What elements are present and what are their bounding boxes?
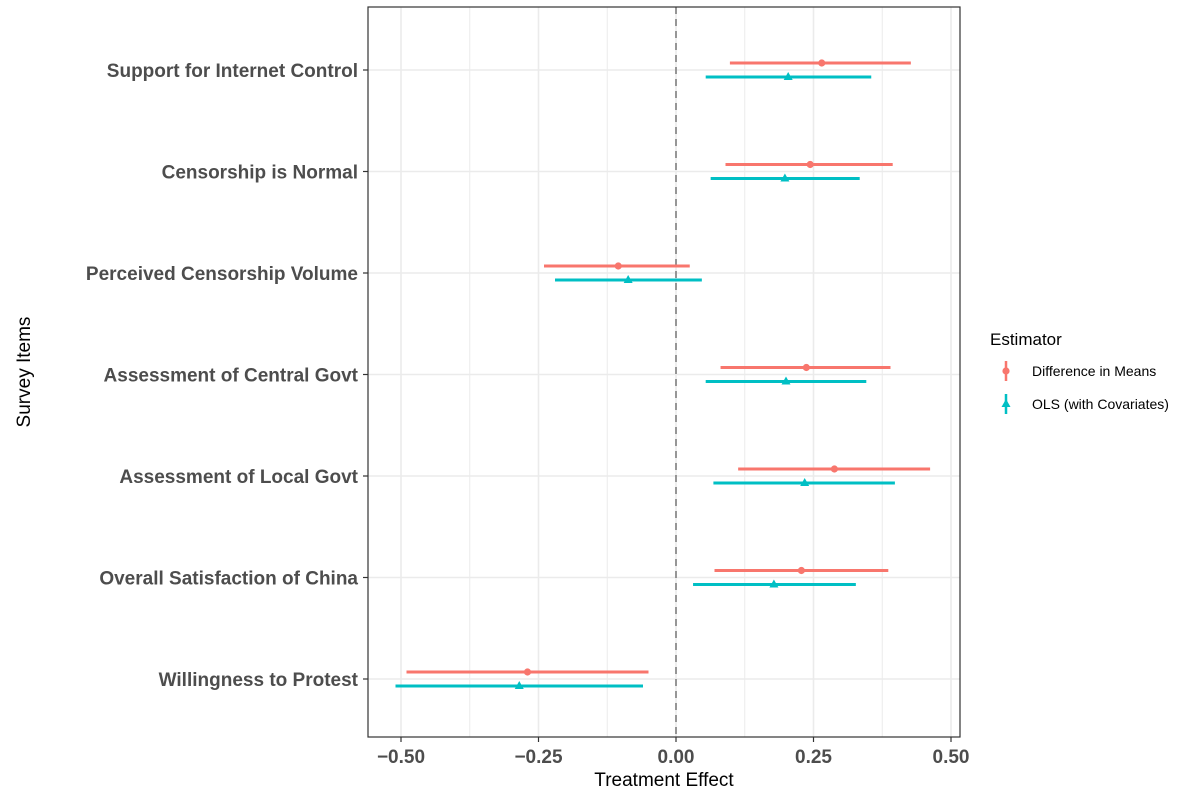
legend-key-point [1002, 367, 1010, 375]
plot-border [367, 6, 961, 738]
legend-label: Difference in Means [1032, 363, 1156, 379]
x-axis: −0.50 −0.25 0.00 0.25 0.50 [377, 737, 970, 768]
y-tick-label: Perceived Censorship Volume [86, 264, 358, 285]
point-estimate [830, 465, 839, 473]
point-estimate [802, 363, 810, 372]
point-estimate [780, 173, 790, 182]
y-tick-label: Assessment of Local Govt [119, 467, 358, 488]
x-axis-title: Treatment Effect [594, 770, 734, 791]
grid-minor [469, 7, 883, 737]
x-tick-label: −0.50 [377, 747, 425, 768]
legend-title: Estimator [990, 330, 1062, 349]
legend-key [1002, 361, 1010, 381]
y-tick-label: Censorship is Normal [162, 163, 358, 184]
legend-key-point [1001, 399, 1011, 407]
x-tick-label: −0.25 [514, 747, 563, 768]
point-estimate [614, 262, 622, 270]
data-marks [395, 59, 931, 689]
y-tick-label: Assessment of Central Govt [104, 366, 359, 387]
x-tick-label: 0.00 [658, 747, 695, 768]
y-axis: Support for Internet Control Censorship i… [86, 61, 368, 691]
point-estimate [806, 160, 814, 169]
point-estimate [769, 579, 779, 588]
series-ols-with-covariates [395, 72, 895, 689]
y-tick-label: Overall Satisfaction of China [99, 569, 358, 590]
point-estimate [523, 668, 532, 676]
plot-panel [368, 7, 960, 737]
point-estimate [623, 275, 633, 283]
legend-key [1001, 394, 1011, 414]
legend-label: OLS (with Covariates) [1032, 396, 1169, 412]
point-estimate [797, 566, 806, 575]
series-difference-in-means [406, 59, 931, 676]
x-tick-label: 0.50 [933, 747, 970, 768]
x-tick-label: 0.25 [795, 747, 832, 768]
point-estimate [781, 376, 791, 385]
point-estimate [514, 681, 524, 689]
y-tick-label: Support for Internet Control [107, 61, 358, 82]
y-tick-label: Willingness to Protest [159, 670, 359, 691]
point-estimate [783, 72, 793, 80]
grid-major [368, 7, 960, 737]
point-estimate [818, 59, 826, 67]
y-axis-title: Survey Items [14, 317, 35, 428]
legend: Estimator Difference in Means OLS (with C… [990, 330, 1169, 414]
point-estimate [800, 478, 810, 486]
